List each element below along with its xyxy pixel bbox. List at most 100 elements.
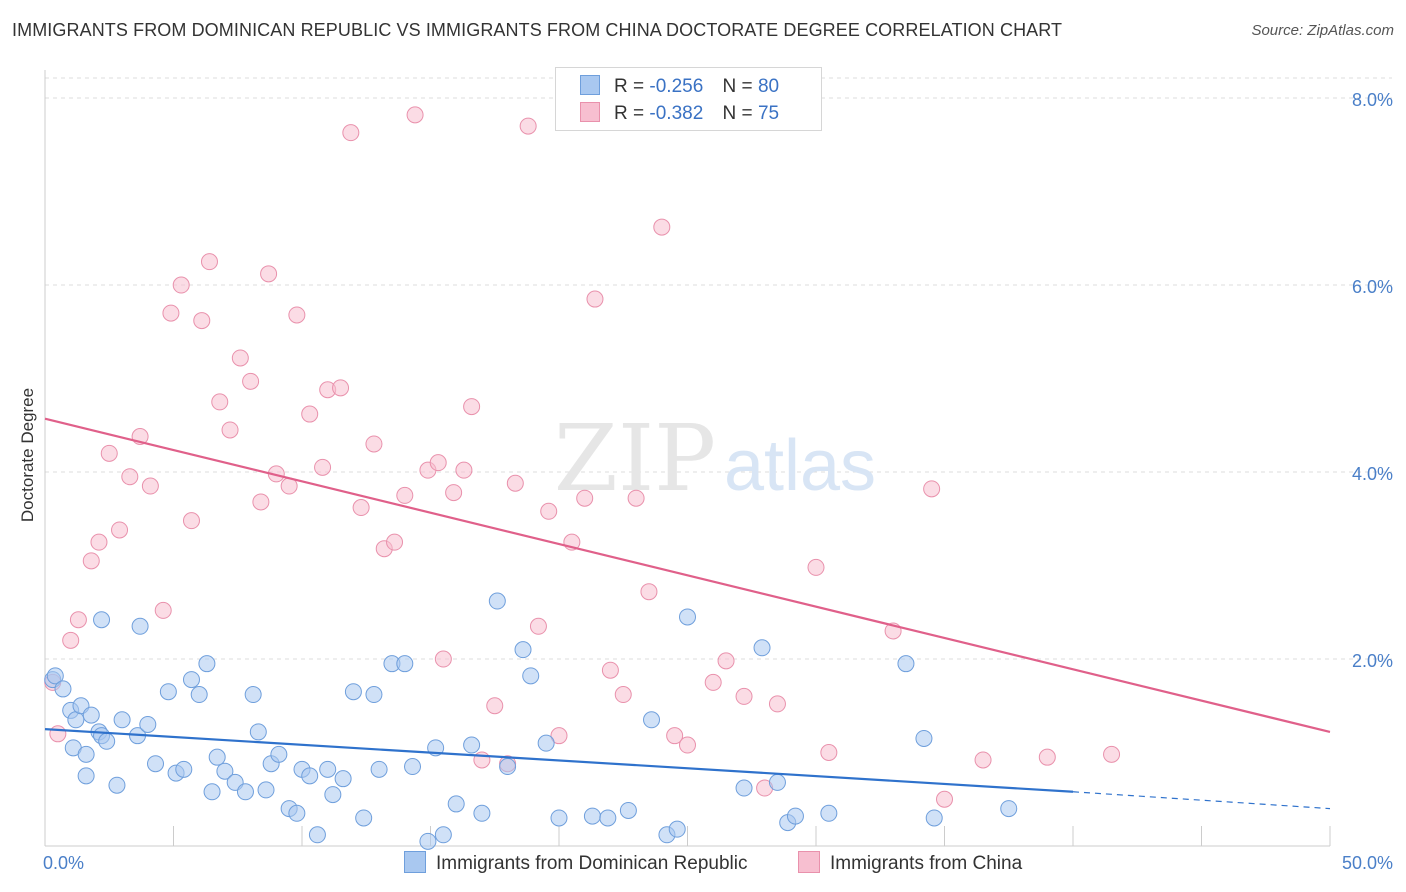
dominican-point — [98, 732, 116, 750]
dominican-point — [404, 758, 422, 776]
china-point — [666, 727, 684, 745]
china-point — [455, 461, 473, 479]
dominican-point — [308, 826, 326, 844]
legend-n-label: N = — [722, 103, 753, 124]
legend-r-label: R = — [614, 76, 645, 97]
dominican-point — [820, 804, 838, 822]
china-point — [445, 484, 463, 502]
china-point — [49, 725, 67, 743]
dominican-trend-line — [44, 728, 1074, 793]
china-point — [429, 454, 447, 472]
correlation-legend: R = -0.256 N = 80 R = -0.382 N = 75 — [555, 67, 822, 131]
dominican-point — [301, 767, 319, 785]
watermark-atlas: atlas — [724, 426, 876, 506]
dominican-point — [249, 723, 267, 741]
china-point — [717, 652, 735, 670]
dominican-point — [131, 617, 149, 635]
china-trend-line — [44, 417, 1331, 734]
bottom-legend-label: Immigrants from Dominican Republic — [436, 853, 748, 874]
legend-r-label: R = — [614, 103, 645, 124]
china-point — [352, 499, 370, 517]
dominican-point — [270, 745, 288, 763]
dominican-point — [139, 715, 157, 733]
bottom-legend-china: Immigrants from China — [798, 851, 1022, 875]
dominican-point — [54, 680, 72, 698]
dominican-point — [203, 783, 221, 801]
china-point — [463, 398, 481, 416]
dominican-point — [198, 655, 216, 673]
dominican-point — [355, 809, 373, 827]
chart-title: IMMIGRANTS FROM DOMINICAN REPUBLIC VS IM… — [12, 20, 1063, 40]
dominican-point — [370, 760, 388, 778]
dominican-point — [447, 795, 465, 813]
china-point — [111, 521, 129, 539]
gridlines — [45, 77, 1392, 660]
dominican-point — [147, 755, 165, 773]
china-point — [820, 744, 838, 762]
y-tick-label: 2.0% — [1352, 651, 1393, 671]
china-point — [172, 276, 190, 294]
dominican-point — [753, 639, 771, 657]
china-point — [576, 489, 594, 507]
china-point — [974, 751, 992, 769]
watermark: ZIP atlas — [554, 405, 876, 512]
china-point — [640, 583, 658, 601]
china-point — [193, 312, 211, 330]
china-point — [162, 304, 180, 322]
dominican-point — [550, 809, 568, 827]
dominican-point — [190, 686, 208, 704]
dominican-point — [1000, 800, 1018, 818]
dominican-point — [182, 671, 200, 689]
china-point — [586, 290, 604, 308]
y-tick-label: 6.0% — [1352, 277, 1393, 297]
dominican-point — [319, 760, 337, 778]
dominican-point — [897, 655, 915, 673]
china-point — [735, 687, 753, 705]
china-point — [768, 695, 786, 713]
china-point — [342, 124, 360, 142]
dominican-point — [537, 734, 555, 752]
china-point — [807, 558, 825, 576]
tick-labels: 2.0% 4.0% 6.0% 8.0% 0.0% 50.0% — [43, 90, 1393, 873]
chart-source: Source: ZipAtlas.com — [1251, 22, 1394, 39]
axes — [44, 70, 1331, 847]
dominican-point — [514, 641, 532, 659]
legend-row-china: R = -0.382 N = 75 — [580, 102, 779, 126]
dominican-point — [365, 686, 383, 704]
dominican-point — [46, 667, 64, 685]
dominican-point — [583, 807, 601, 825]
dominican-point — [244, 686, 262, 704]
dominican-point — [668, 820, 686, 838]
dominican-point — [599, 809, 617, 827]
china-point — [69, 611, 87, 629]
dominican-point — [786, 807, 804, 825]
trend-lines — [44, 417, 1331, 810]
china-point — [923, 480, 941, 498]
dominican-point — [77, 745, 95, 763]
china-point — [242, 372, 260, 390]
dominican-point — [499, 758, 517, 776]
china-point — [1038, 748, 1056, 766]
china-point — [529, 617, 547, 635]
china-point — [540, 502, 558, 520]
bottom-legend-swatch-pink — [798, 851, 820, 873]
china-point — [506, 474, 524, 492]
china-point — [936, 790, 953, 808]
dominican-point — [208, 748, 226, 766]
china-point — [679, 736, 696, 754]
dominican-point — [93, 611, 111, 629]
legend-r-value: -0.382 — [649, 103, 704, 124]
bottom-legend-dominican: Immigrants from Dominican Republic — [404, 851, 748, 875]
x-tick-label: 50.0% — [1342, 853, 1393, 873]
dominican-points — [44, 592, 1018, 850]
dominican-point — [735, 779, 753, 797]
dominican-point — [915, 729, 933, 747]
x-tick-label: 0.0% — [43, 853, 84, 873]
legend-n-value: 80 — [757, 76, 780, 97]
china-point — [200, 253, 218, 271]
china-point — [314, 458, 332, 476]
dominican-point — [108, 776, 126, 794]
y-tick-label: 8.0% — [1352, 90, 1393, 110]
dominican-point — [434, 826, 452, 844]
y-tick-label: 4.0% — [1352, 464, 1393, 484]
